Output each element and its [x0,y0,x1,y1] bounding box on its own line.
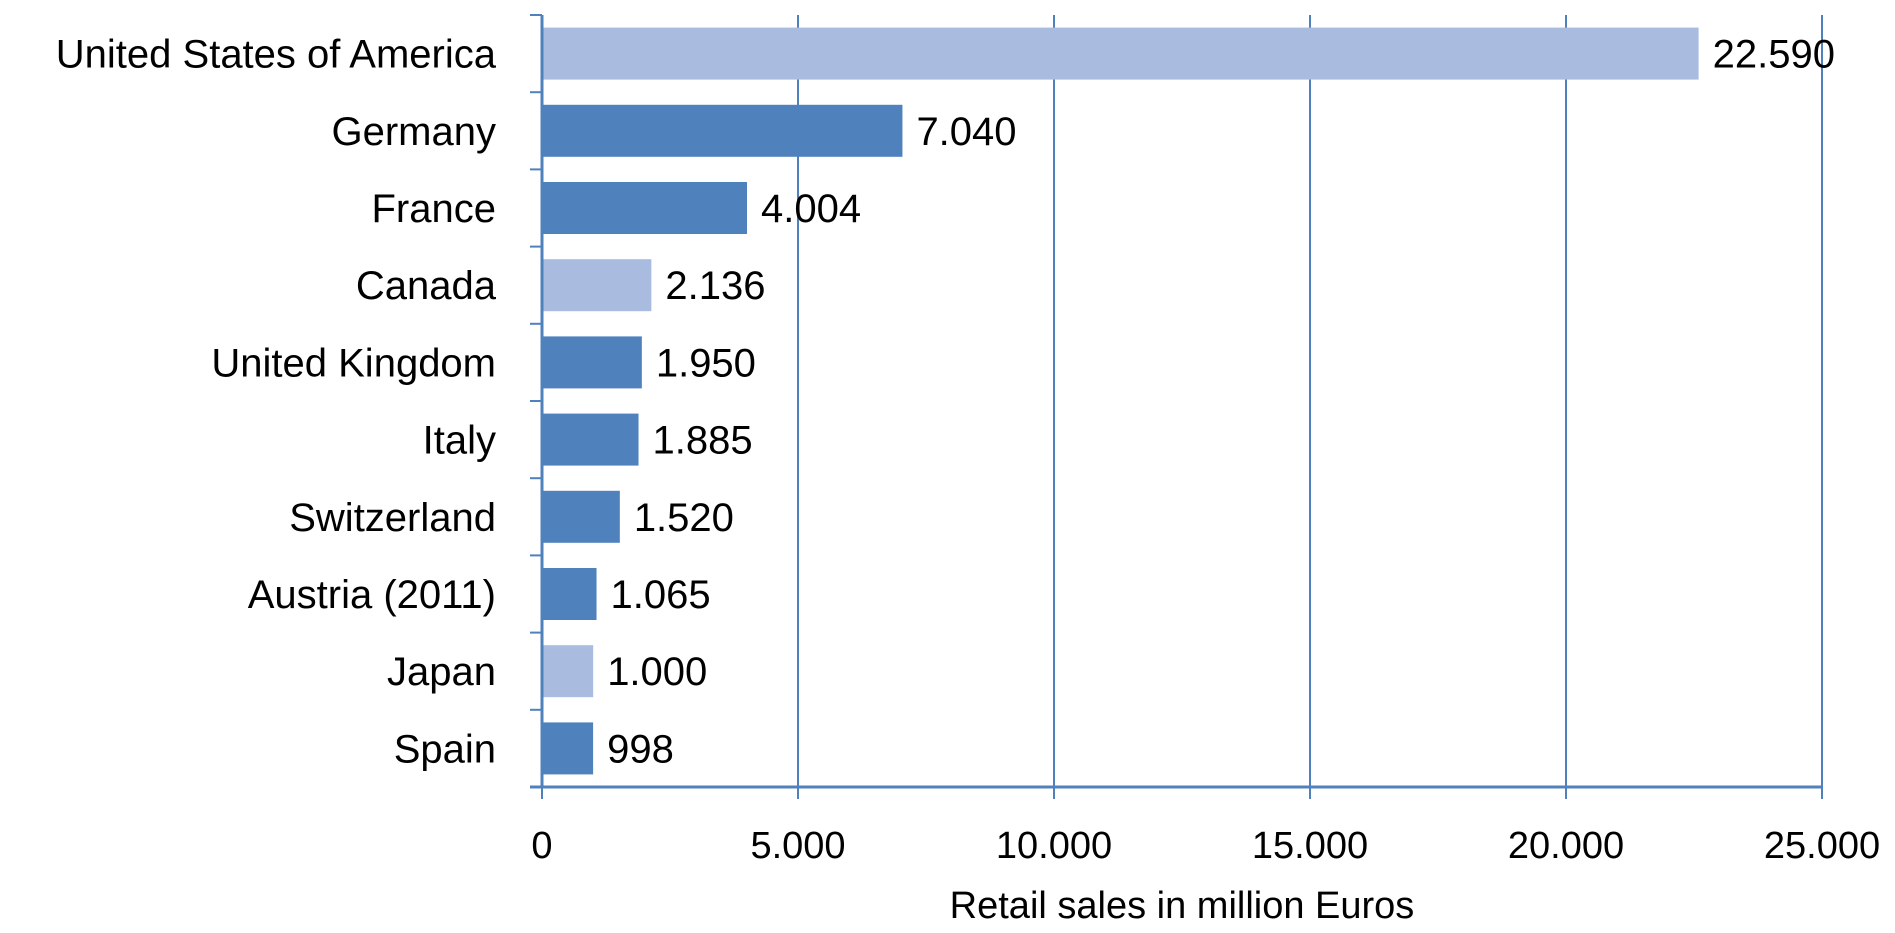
bar [542,645,594,698]
bar [542,182,748,234]
x-tick-label: 25.000 [1764,825,1880,867]
data-label: 998 [607,727,674,771]
x-tick-label: 0 [531,825,552,867]
bar [542,722,594,775]
bars [542,27,1699,775]
bar [542,490,620,543]
data-label: 1.000 [607,650,707,694]
data-label: 1.520 [634,496,734,540]
x-tick-label: 20.000 [1508,825,1624,867]
bar [542,27,1699,80]
category-label: Canada [356,264,497,308]
category-label: Italy [423,419,496,463]
data-label: 1.885 [653,419,753,463]
x-tick-label: 10.000 [996,825,1112,867]
category-label: Spain [394,727,496,771]
data-label: 2.136 [665,264,765,308]
category-label: Japan [387,650,496,694]
data-label: 22.590 [1713,33,1835,77]
category-label: Germany [332,110,497,154]
bar [542,259,652,312]
data-label: 1.065 [611,573,711,617]
x-tick-label: 5.000 [750,825,845,867]
category-label: Austria (2011) [248,573,496,617]
category-label: United Kingdom [211,341,496,385]
bar [542,413,639,466]
category-label: France [372,187,497,231]
data-label: 4.004 [761,187,861,231]
x-axis-title: Retail sales in million Euros [950,885,1415,927]
labels: 0 5.000 10.000 15.000 20.000 25.000 United Sta… [56,33,1880,867]
category-label: Switzerland [289,496,496,540]
gridlines [797,15,1823,787]
bar [542,336,642,389]
bar [542,568,597,620]
data-label: 1.950 [656,341,756,385]
x-tick-label: 15.000 [1252,825,1368,867]
bar [542,104,903,157]
axes [530,14,1823,799]
category-label: United States of America [56,33,497,77]
data-label: 7.040 [916,110,1016,154]
